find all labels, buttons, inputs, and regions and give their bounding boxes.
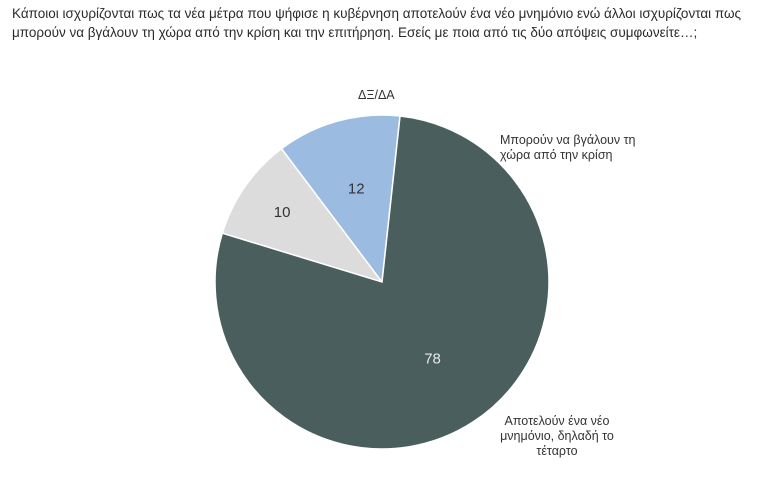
pie-slice-dk-na xyxy=(221,147,384,284)
value-label-new-memorandum: 78 xyxy=(424,351,441,368)
value-label-dk-na: 10 xyxy=(274,204,291,221)
slice-label-can-get-out-of-crisis: Μπορούν να βγάλουν τη χώρα από την κρίση xyxy=(500,133,636,162)
chart-title: Κάποιοι ισχυρίζονται πως τα νέα μέτρα πο… xyxy=(12,6,742,40)
slice-label-dk-na: ΔΞ/ΔΑ xyxy=(358,88,395,102)
value-label-can-get-out-of-crisis: 12 xyxy=(348,181,365,198)
pie-slice-new-memorandum xyxy=(214,115,550,450)
pie-slice-can-get-out-of-crisis xyxy=(280,114,401,284)
slice-label-new-memorandum: Αποτελούν ένα νέο μνημόνιο, δηλαδή το τέ… xyxy=(500,414,614,458)
